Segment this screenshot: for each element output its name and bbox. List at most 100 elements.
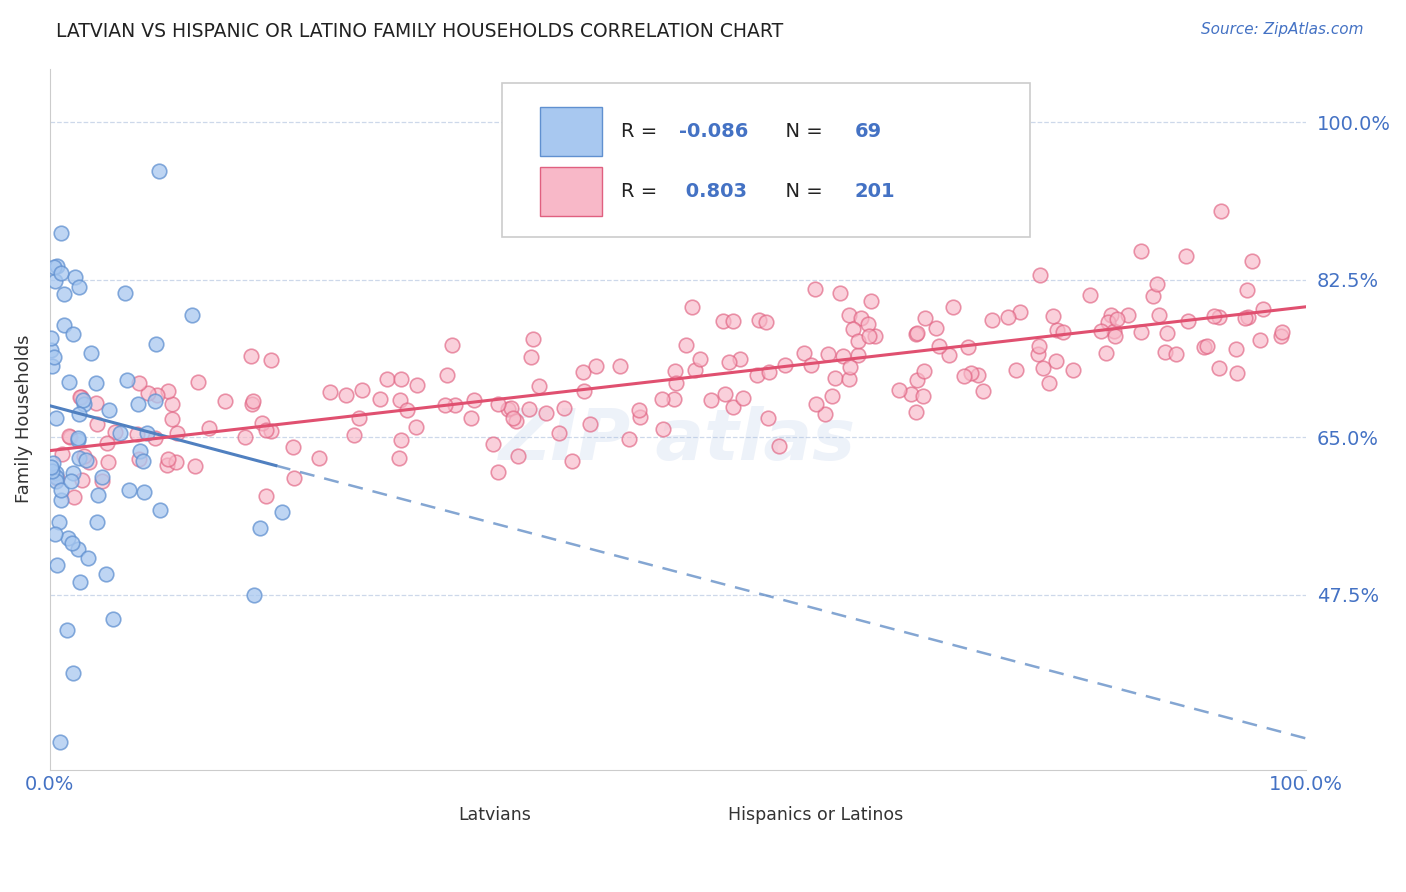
Point	[39, 459, 62, 474]
Point	[101, 612, 124, 626]
Point	[44, 526, 66, 541]
Point	[981, 313, 1004, 327]
Point	[529, 379, 551, 393]
Point	[62, 327, 84, 342]
Point	[499, 401, 522, 415]
Point	[731, 391, 754, 405]
Point	[389, 372, 412, 386]
Point	[138, 385, 160, 400]
Point	[1249, 333, 1271, 347]
Point	[160, 397, 183, 411]
Point	[928, 339, 950, 353]
Point	[343, 428, 366, 442]
Point	[62, 466, 84, 480]
FancyBboxPatch shape	[540, 167, 602, 216]
Text: LATVIAN VS HISPANIC OR LATINO FAMILY HOUSEHOLDS CORRELATION CHART: LATVIAN VS HISPANIC OR LATINO FAMILY HOU…	[56, 22, 783, 41]
Point	[1028, 268, 1050, 282]
Point	[249, 520, 271, 534]
Point	[90, 470, 112, 484]
Point	[1008, 304, 1031, 318]
Point	[162, 412, 184, 426]
Point	[486, 397, 509, 411]
Point	[405, 419, 427, 434]
Point	[506, 449, 529, 463]
Point	[1146, 277, 1168, 291]
Text: Latvians: Latvians	[458, 806, 531, 824]
Point	[42, 350, 65, 364]
Point	[146, 387, 169, 401]
Point	[953, 368, 976, 383]
Point	[148, 163, 170, 178]
Point	[350, 384, 373, 398]
Point	[73, 396, 96, 410]
Point	[75, 453, 97, 467]
Point	[848, 334, 870, 349]
Point	[145, 431, 167, 445]
Point	[609, 359, 631, 373]
Point	[486, 465, 509, 479]
Point	[72, 392, 94, 407]
Point	[77, 454, 100, 468]
Point	[1028, 339, 1050, 353]
Point	[665, 376, 688, 390]
Point	[1226, 366, 1249, 380]
Point	[723, 314, 745, 328]
Point	[53, 287, 76, 301]
Point	[283, 470, 305, 484]
Point	[388, 392, 411, 407]
Point	[283, 440, 305, 454]
Point	[628, 409, 651, 424]
Point	[39, 343, 62, 357]
Point	[1209, 204, 1232, 219]
Point	[80, 346, 103, 360]
Point	[260, 353, 283, 368]
Point	[49, 735, 72, 749]
Point	[1078, 288, 1101, 302]
Point	[405, 378, 427, 392]
Point	[967, 368, 990, 382]
Point	[157, 452, 180, 467]
Point	[110, 425, 132, 440]
Point	[118, 483, 141, 498]
Point	[700, 393, 723, 408]
Point	[860, 293, 883, 308]
Point	[128, 451, 150, 466]
Point	[1090, 324, 1112, 338]
Point	[1142, 289, 1164, 303]
Point	[1236, 283, 1258, 297]
Point	[395, 402, 418, 417]
Point	[62, 490, 84, 504]
Point	[260, 424, 283, 438]
Point	[905, 326, 928, 340]
Point	[628, 403, 651, 417]
Point	[318, 384, 340, 399]
Point	[1130, 244, 1153, 258]
Point	[768, 439, 790, 453]
Point	[156, 384, 179, 398]
Point	[347, 411, 370, 425]
Point	[84, 396, 107, 410]
Point	[44, 274, 66, 288]
Text: 201: 201	[855, 182, 896, 201]
Point	[49, 226, 72, 240]
Point	[960, 366, 983, 380]
Point	[828, 285, 851, 300]
Point	[522, 332, 544, 346]
Point	[1046, 323, 1069, 337]
Point	[1197, 339, 1219, 353]
Point	[94, 566, 117, 581]
Point	[56, 623, 79, 637]
Point	[821, 389, 844, 403]
Point	[572, 365, 595, 379]
Point	[997, 310, 1019, 324]
Point	[1194, 340, 1216, 354]
Point	[335, 388, 357, 402]
Point	[1240, 253, 1263, 268]
Point	[370, 392, 392, 406]
Point	[67, 431, 90, 445]
Point	[1174, 250, 1197, 264]
Point	[900, 386, 922, 401]
Point	[87, 488, 110, 502]
Point	[56, 531, 79, 545]
Point	[675, 338, 697, 352]
